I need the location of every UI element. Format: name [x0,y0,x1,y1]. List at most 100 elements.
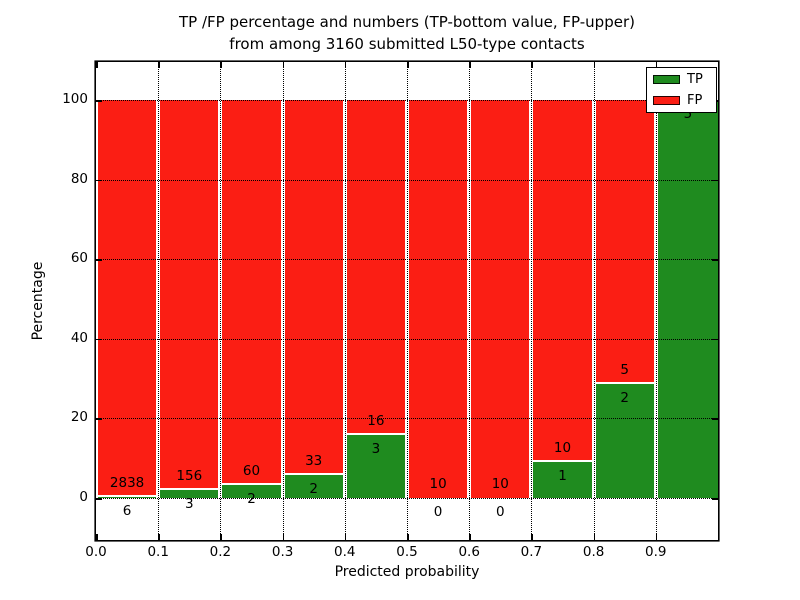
legend: TP FP [646,67,717,113]
vertical-gridline [469,62,471,540]
bar-fp-0.2-0.3 [222,100,281,484]
x-tick-mark [344,534,347,540]
x-tick-mark-top [158,62,160,68]
x-axis-label: Predicted probability [334,564,480,580]
vertical-gridline [407,62,408,540]
y-tick-label: 0 [79,489,88,505]
x-tick-mark [531,534,533,540]
x-tick-mark-top [593,62,596,68]
legend-item-tp: TP [647,70,716,89]
fp-count-label: 10 [429,476,447,492]
x-tick-mark [96,534,98,540]
plot-area: 2838 6 156 3 60 2 33 2 16 3 10 0 10 0 10 1 5 2 5 [96,62,718,540]
tp-count-label: 5 [683,106,693,122]
y-tick-mark [96,259,102,261]
y-tick-label: 100 [62,91,88,107]
y-tick-mark-right [712,418,718,420]
bar-fp-0.4-0.5 [346,100,405,434]
bar-fp-0.1-0.2 [160,100,219,489]
x-tick-mark [220,534,222,540]
fp-color-swatch [653,96,680,105]
x-tick-label: 0.7 [520,544,543,560]
x-tick-mark [282,534,285,540]
x-tick-mark-top [220,62,222,68]
vertical-gridline [220,62,222,540]
bar-tp-0.4-0.5 [346,435,405,498]
horizontal-gridline [96,100,718,101]
x-tick-mark-top [344,62,347,68]
x-tick-mark [655,534,658,540]
x-tick-mark [407,534,409,540]
y-tick-mark [96,418,102,420]
x-tick-label: 0.2 [209,544,232,560]
y-tick-mark-right [712,498,718,500]
bar-fp-0.6-0.7 [471,100,530,498]
bar-fp-0.0-0.1 [98,100,157,496]
bar-fp-0.3-0.4 [284,100,343,474]
x-tick-mark-top [96,62,98,68]
vertical-gridline [531,62,533,540]
fp-count-label: 2838 [109,475,145,492]
bar-tp-0.7-0.8 [533,461,592,498]
x-tick-label: 0.6 [458,544,480,560]
x-tick-mark-top [469,62,471,68]
y-tick-label: 80 [70,170,88,187]
y-tick-label: 20 [70,409,88,426]
x-tick-mark-top [655,62,658,68]
x-tick-mark [593,534,596,540]
y-tick-mark [96,338,102,341]
fp-count-label: 10 [553,439,572,456]
tp-count-label: 1 [558,467,567,484]
x-tick-mark-top [531,62,533,68]
x-tick-mark-top [282,62,285,68]
x-tick-label: 0.9 [645,544,667,560]
fp-count-label: 5 [620,362,629,379]
bar-fp-0.5-0.6 [409,100,468,498]
x-tick-label: 0.1 [147,544,169,560]
chart-title-line1: TP /FP percentage and numbers (TP-bottom… [179,13,635,31]
bar-tp-0.3-0.4 [284,475,343,498]
vertical-gridline [344,62,346,540]
fp-count-label: 10 [491,476,509,492]
x-tick-label: 0.3 [271,544,294,560]
tp-color-swatch [653,75,680,84]
legend-label-fp: FP [687,93,703,108]
x-tick-mark-top [407,62,409,68]
x-tick-label: 0.0 [85,544,107,560]
tp-count-label: 3 [185,496,194,513]
vertical-gridline [593,62,595,540]
tp-count-label: 6 [122,503,132,520]
bar-tp-0.0-0.1 [98,497,157,498]
y-tick-mark [96,179,102,182]
horizontal-gridline [96,259,718,261]
vertical-gridline [158,62,160,540]
fp-count-label: 33 [305,453,323,470]
y-tick-label: 60 [70,250,88,267]
y-tick-mark-right [712,179,718,182]
vertical-gridline [655,62,657,540]
bar-tp-0.2-0.3 [222,485,281,498]
tp-count-label: 3 [371,441,381,458]
x-tick-label: 0.4 [334,544,356,560]
legend-item-fp: FP [647,91,716,110]
bar-tp-0.1-0.2 [160,490,219,498]
x-tick-label: 0.5 [396,544,418,560]
y-tick-mark [96,100,102,102]
fp-count-label: 60 [242,463,261,480]
tp-count-label: 0 [433,504,443,520]
tp-count-label: 2 [309,481,318,498]
bar-tp-0.9-1.0 [657,100,718,498]
bar-tp-0.8-0.9 [595,384,654,498]
legend-label-tp: TP [687,72,703,87]
bar-fp-0.8-0.9 [595,100,654,383]
horizontal-gridline [96,498,718,499]
x-tick-mark [469,534,471,540]
fp-count-label: 16 [367,413,385,430]
tp-count-label: 2 [247,491,256,508]
horizontal-gridline [96,179,718,181]
x-tick-mark [158,534,160,540]
fp-count-label: 156 [176,468,203,485]
y-tick-mark-right [712,259,718,261]
tp-count-label: 0 [496,504,505,520]
